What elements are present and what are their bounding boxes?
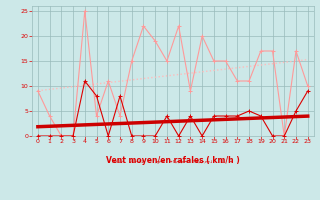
Text: ↤↙↓↙  ↙↓↤↓↓   ↑↗↗→  →↑↗↗↗→  ↑→↗↗↗↗↓   ↓  →: ↤↙↓↙ ↙↓↤↓↓ ↑↗↗→ →↑↗↗↗→ ↑→↗↗↗↗↓ ↓ → [112, 159, 233, 164]
X-axis label: Vent moyen/en rafales ( km/h ): Vent moyen/en rafales ( km/h ) [106, 156, 240, 165]
